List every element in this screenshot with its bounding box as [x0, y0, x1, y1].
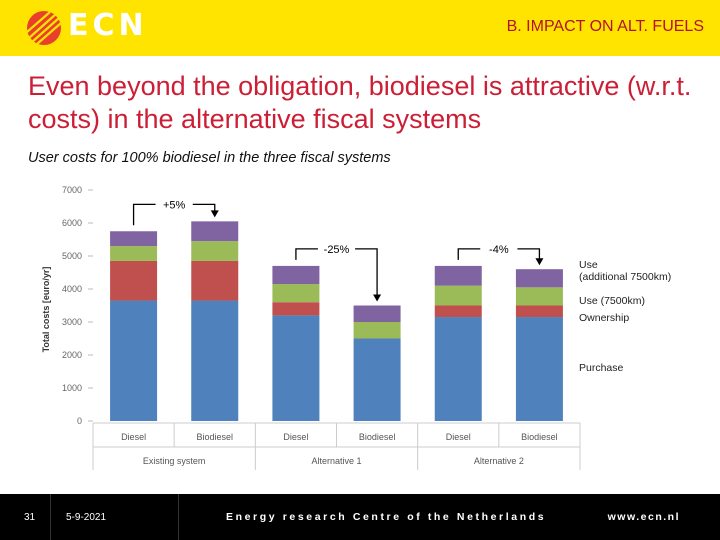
y-tick-label: 6000 [62, 218, 82, 228]
bar-segment-use-additional-7500km [110, 231, 158, 247]
annotation-label: -25% [324, 244, 350, 256]
legend-label: Ownership [579, 312, 629, 324]
x-tick-label: Biodiesel [359, 432, 396, 442]
bar-segment-use-additional-7500km [353, 305, 401, 322]
bar-segment-purchase [110, 300, 158, 421]
annotation-arrow-line [517, 248, 541, 260]
annotation-arrowhead [373, 294, 382, 302]
annotation-line [457, 248, 481, 260]
x-tick-label: Biodiesel [196, 432, 233, 442]
annotation-arrow-line [355, 248, 378, 296]
y-tick-label: 4000 [62, 284, 82, 294]
annotation-arrowhead [535, 258, 544, 266]
bar-segment-ownership [110, 260, 158, 301]
x-tick-label: Biodiesel [521, 432, 558, 442]
bar-segment-ownership [272, 302, 320, 316]
footer-organization: Energy research Centre of the Netherland… [226, 511, 547, 523]
bar-segment-use-7500km [110, 246, 158, 261]
x-group-label: Existing system [143, 456, 206, 466]
annotation-label: -4% [489, 244, 509, 256]
bar-segment-ownership [434, 305, 482, 318]
x-group-label: Alternative 2 [474, 456, 524, 466]
logo-text: ECN [68, 8, 148, 43]
bar-segment-purchase [353, 338, 401, 421]
bar-segment-use-7500km [353, 322, 401, 339]
annotation-line [132, 203, 156, 226]
annotation-label: +5% [163, 199, 186, 211]
footer-divider [50, 494, 51, 540]
y-axis-label: Total costs [euro/yr] [41, 267, 51, 353]
bar-segment-use-additional-7500km [191, 221, 239, 242]
bar-segment-use-7500km [434, 285, 482, 306]
bar-segment-ownership [191, 260, 239, 301]
slide-title: Even beyond the obligation, biodiesel is… [28, 71, 692, 134]
bar-segment-ownership [515, 305, 563, 318]
footer-url: www.ecn.nl [607, 511, 680, 523]
bar-segment-purchase [515, 317, 563, 421]
annotation-line [295, 248, 318, 260]
ecn-logo-icon [26, 11, 62, 45]
x-tick-label: Diesel [283, 432, 308, 442]
bar-segment-use-7500km [515, 287, 563, 306]
footer-date: 5-9-2021 [66, 512, 107, 523]
y-tick-label: 5000 [62, 251, 82, 261]
y-tick-label: 3000 [62, 317, 82, 327]
bar-segment-use-additional-7500km [434, 265, 482, 286]
bar-segment-use-additional-7500km [515, 269, 563, 288]
stacked-bar-chart: 0 1000 2000 3000 4000 5000 6000 7000 Total costs… [41, 185, 671, 470]
annotation-arrowhead [210, 210, 219, 218]
y-tick-label: 7000 [62, 185, 82, 195]
section-title: B. IMPACT ON ALT. FUELS [506, 18, 704, 35]
page-number: 31 [24, 512, 36, 523]
header-bar: ECN B. IMPACT ON ALT. FUELS [0, 0, 720, 56]
legend-label: Use (additional 7500km) [579, 259, 671, 283]
bar-segment-use-7500km [191, 241, 239, 261]
annotation-arrow-line [192, 203, 216, 212]
bar-segment-purchase [434, 317, 482, 421]
legend-label: Use (7500km) [579, 295, 645, 307]
legend-label: Purchase [579, 362, 624, 374]
bar-segment-use-7500km [272, 284, 320, 303]
y-tick-label: 1000 [62, 383, 82, 393]
y-tick-label: 0 [77, 416, 82, 426]
y-tick-label: 2000 [62, 350, 82, 360]
footer-bar: 31 5-9-2021 Energy research Centre of th… [0, 494, 720, 540]
x-tick-label: Diesel [121, 432, 146, 442]
x-group-label: Alternative 1 [311, 456, 361, 466]
bar-segment-purchase [191, 300, 239, 421]
x-tick-label: Diesel [446, 432, 471, 442]
bar-segment-use-additional-7500km [272, 265, 320, 285]
bar-segment-purchase [272, 315, 320, 421]
slide-subtitle: User costs for 100% biodiesel in the thr… [28, 150, 391, 166]
footer-divider [178, 494, 179, 540]
